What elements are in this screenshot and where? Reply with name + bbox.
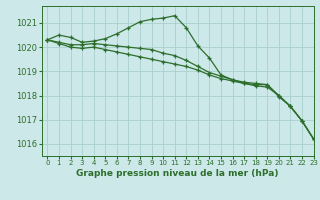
X-axis label: Graphe pression niveau de la mer (hPa): Graphe pression niveau de la mer (hPa) xyxy=(76,169,279,178)
